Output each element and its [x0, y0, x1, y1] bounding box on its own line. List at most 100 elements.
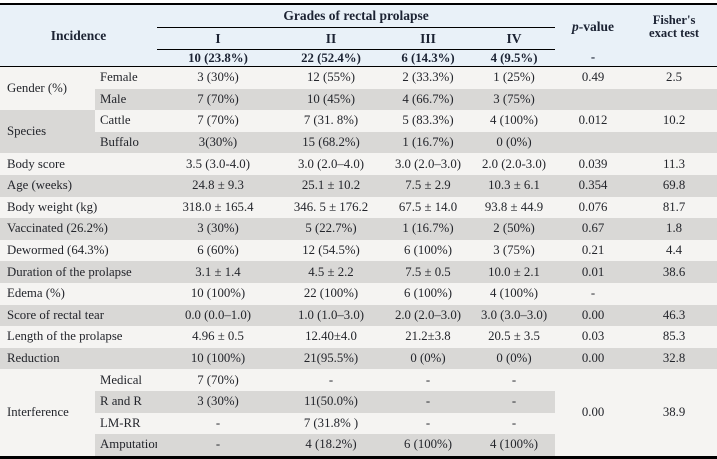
grade-value-cell: 4.5 ± 2.2 — [279, 261, 383, 283]
grade-value-cell: 6 (60%) — [157, 239, 279, 262]
table-row: Amputation -4 (18.2%) 6 (100%) 4 (100%) — [0, 434, 717, 458]
grade-value-cell: 1.0 (1.0–3.0) — [279, 304, 383, 327]
grade-value-cell: 3 (75%) — [473, 239, 556, 262]
fisher-value-cell: 85.3 — [631, 326, 717, 348]
grade-value-cell: 4.96 ± 0.5 — [157, 326, 279, 348]
grade-value-cell: - — [473, 412, 556, 435]
grade-value-cell: 4 (18.2%) — [279, 434, 383, 458]
grade-value-cell: 10.0 ± 2.1 — [473, 261, 556, 283]
fisher-value-cell — [631, 282, 717, 305]
grade-value-cell: 346. 5 ± 176.2 — [279, 196, 383, 219]
grade-value-cell: 20.5 ± 3.5 — [473, 326, 556, 348]
grade-value-cell: 4 (100%) — [473, 434, 556, 458]
grade-value-cell: - — [279, 369, 383, 391]
grade-value-cell: 10.3 ± 6.1 — [473, 174, 556, 197]
row-sub-label: R and R — [95, 390, 157, 413]
p-value-cell: 0.21 — [555, 239, 632, 262]
fisher-value-cell — [631, 88, 717, 111]
table-row: Dewormed (64.3%) 6 (60%) 12 (54.5%) 6 (100%… — [0, 239, 717, 262]
grade-value-cell: 6 (100%) — [383, 239, 473, 262]
p-value-cell: 0.00 — [555, 369, 632, 458]
grade-value-cell: 6 (100%) — [383, 282, 473, 305]
grade-value-cell: 0.0 (0.0–1.0) — [157, 304, 279, 327]
grade-value-cell: 4 (100%) — [473, 110, 556, 132]
grade-value-cell: 0 (0%) — [383, 347, 473, 370]
grade-value-cell: 7.5 ± 0.5 — [383, 261, 473, 283]
fisher-value-cell: 69.8 — [631, 174, 717, 197]
grade-value-cell: 12.40±4.0 — [279, 326, 383, 348]
grade-value-cell: - — [383, 390, 473, 413]
grade-total-p-value: - — [555, 49, 632, 67]
row-label: Score of rectal tear — [0, 304, 157, 327]
fisher-value-cell: 38.6 — [631, 261, 717, 283]
row-sub-label: Male — [95, 88, 157, 111]
grade-value-cell: 5 (83.3%) — [383, 110, 473, 132]
row-sub-label: LM-RR — [95, 412, 157, 435]
incidence-table: Incidence Grades of rectal prolapse p-va… — [0, 3, 717, 459]
grade-total-fisher — [631, 49, 717, 67]
p-value-cell: 0.039 — [555, 153, 632, 175]
table-row: Buffalo 3(30%) 15 (68.2%) 1 (16.7%) 0 (0%) — [0, 131, 717, 154]
row-sub-label: Cattle — [95, 110, 157, 132]
table-row: Vaccinated (26.2%) 3 (30%) 5 (22.7%) 1 (16.… — [0, 218, 717, 240]
grade-value-cell: 0 (0%) — [473, 131, 556, 154]
table-row: Gender (%) Female 3 (30%) 12 (55%) 2 (33.3%)… — [0, 66, 717, 111]
p-value-cell: - — [555, 282, 632, 305]
fisher-line-1: Fisher's — [652, 12, 696, 27]
grade-value-cell: 11(50.0%) — [279, 390, 383, 413]
row-label: Body score — [0, 153, 157, 175]
header-row-grades: Incidence Grades of rectal prolapse p-va… — [0, 4, 717, 67]
grade-total-II: 22 (52.4%) — [279, 49, 383, 67]
row-sub-label: Medical — [95, 369, 157, 391]
grade-value-cell: 25.1 ± 10.2 — [279, 174, 383, 197]
grade-value-cell: - — [383, 412, 473, 435]
column-header-grade-I: I — [157, 27, 279, 50]
grade-value-cell: 3.0 (2.0–4.0) — [279, 153, 383, 175]
table-row: Reduction 10 (100%) 21(95.5%) 0 (0%) 0 (0%) 0… — [0, 347, 717, 370]
grade-value-cell: - — [473, 369, 556, 391]
grade-value-cell: 5 (22.7%) — [279, 218, 383, 240]
row-label: Vaccinated (26.2%) — [0, 218, 157, 240]
grade-value-cell: 67.5 ± 14.0 — [383, 196, 473, 219]
grade-value-cell: 7 (70%) — [157, 88, 279, 111]
grade-value-cell: 2.0 (2.0-3.0) — [473, 153, 556, 175]
grade-value-cell: 0 (0%) — [473, 347, 556, 370]
header-row-totals: 10 (23.8%) 22 (52.4%) 6 (14.3%) 4 (9.5%)… — [0, 49, 717, 67]
grade-value-cell: 3 (30%) — [157, 218, 279, 240]
grade-value-cell: - — [157, 434, 279, 458]
table-row: Body score 3.5 (3.0-4.0) 3.0 (2.0–4.0) 3.0 … — [0, 153, 717, 175]
p-value-cell: 0.00 — [555, 347, 632, 370]
grade-value-cell: 93.8 ± 44.9 — [473, 196, 556, 219]
grade-value-cell: 10 (100%) — [157, 347, 279, 370]
grade-value-cell: 6 (100%) — [383, 434, 473, 458]
column-header-incidence: Incidence — [0, 4, 157, 67]
p-value-rest: -value — [578, 19, 615, 35]
grade-total-III: 6 (14.3%) — [383, 49, 473, 67]
header-row-grade-numerals: I II III IV — [0, 27, 717, 50]
p-value-cell: 0.67 — [555, 218, 632, 240]
row-sub-label: Amputation — [95, 434, 157, 458]
fisher-value-cell: 2.5 — [631, 66, 717, 89]
table-row: Interference Medical 7 (70%) - - -0.00 38.9 — [0, 369, 717, 458]
table-row: Edema (%) 10 (100%) 22 (100%) 6 (100%) 4 (10… — [0, 282, 717, 305]
p-value-cell: 0.01 — [555, 261, 632, 283]
grade-value-cell: 12 (54.5%) — [279, 239, 383, 262]
fisher-value-cell: 11.3 — [631, 153, 717, 175]
grade-value-cell: 3.5 (3.0-4.0) — [157, 153, 279, 175]
grade-total-IV: 4 (9.5%) — [473, 49, 556, 67]
fisher-value-cell: 81.7 — [631, 196, 717, 219]
grade-total-I: 10 (23.8%) — [157, 49, 279, 67]
grade-value-cell: 15 (68.2%) — [279, 131, 383, 154]
grade-value-cell: 21(95.5%) — [279, 347, 383, 370]
fisher-line-2: exact test — [649, 26, 700, 41]
grade-value-cell: 7 (70%) — [157, 369, 279, 391]
grade-value-cell: 24.8 ± 9.3 — [157, 174, 279, 197]
table-row: Male 7 (70%) 10 (45%) 4 (66.7%) 3 (75%) — [0, 88, 717, 111]
row-group-label: Species — [0, 110, 95, 154]
grade-value-cell: 4 (100%) — [473, 282, 556, 305]
grade-value-cell: - — [157, 412, 279, 435]
grade-value-cell: 22 (100%) — [279, 282, 383, 305]
grade-value-cell: - — [473, 390, 556, 413]
